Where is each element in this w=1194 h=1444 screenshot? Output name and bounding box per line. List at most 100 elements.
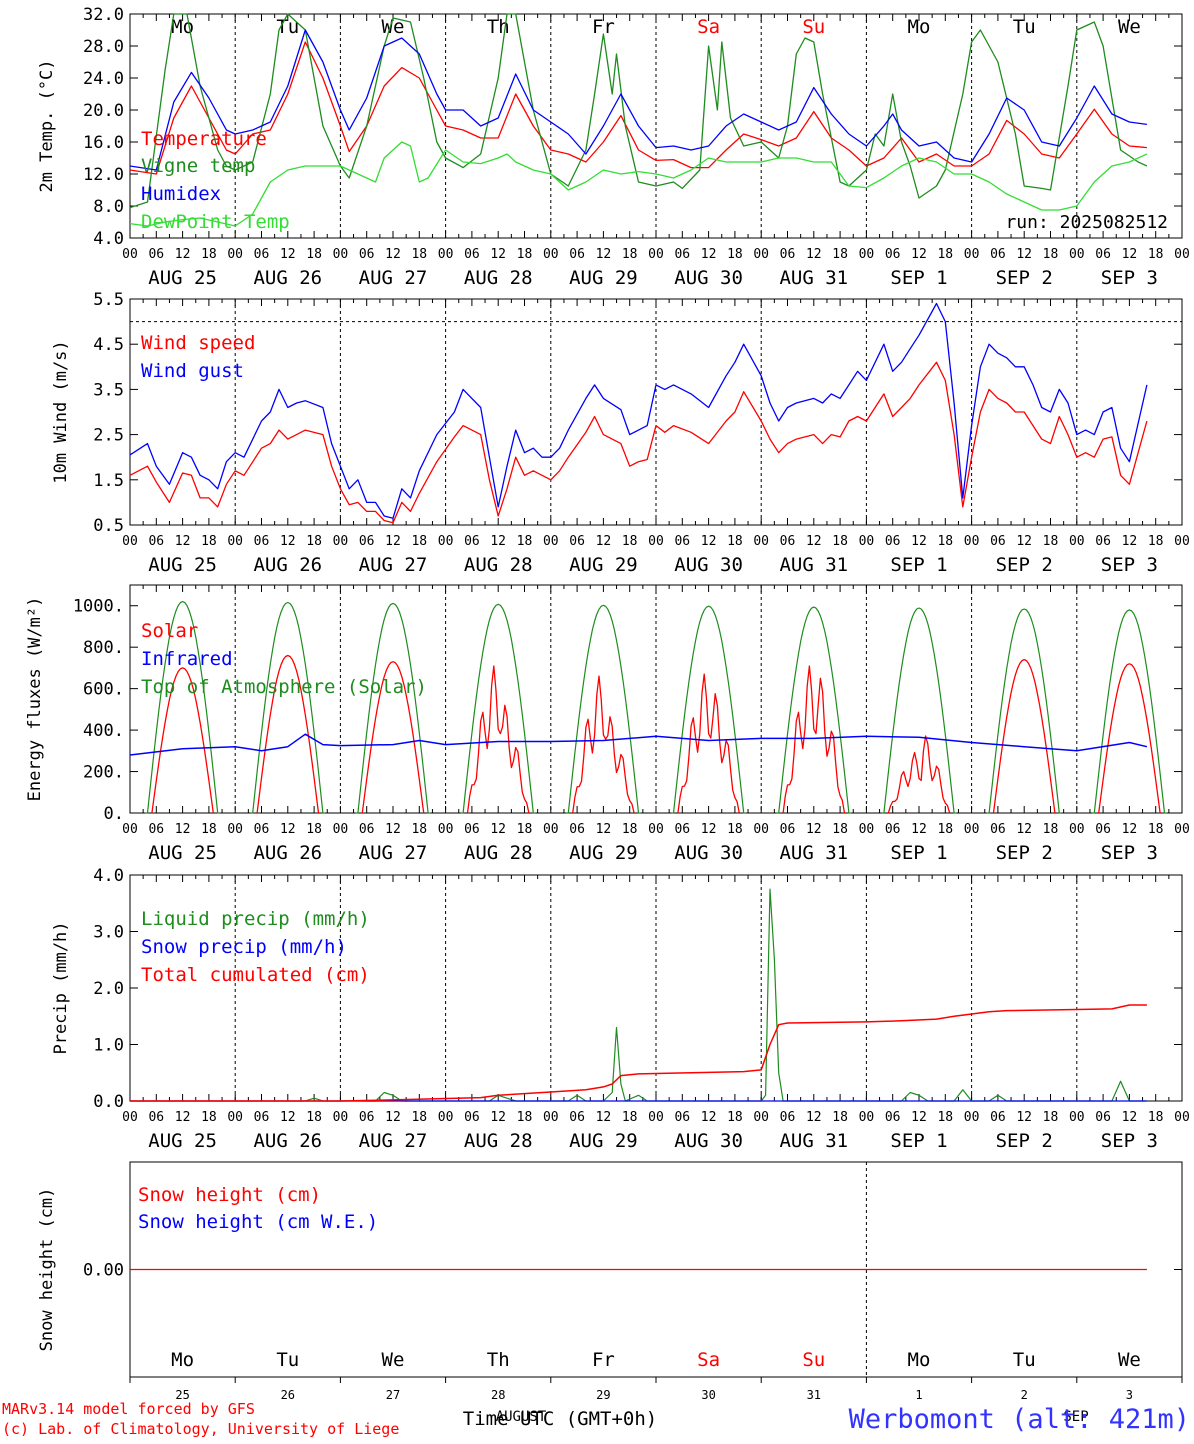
x-tick-label: 00 (333, 247, 349, 262)
x-tick-label: 06 (148, 1110, 164, 1125)
x-tick-label: 00 (543, 247, 559, 262)
x-date-label: AUG 30 (674, 267, 743, 289)
model-credit: MARv3.14 model forced by GFS (2, 1400, 255, 1418)
x-tick-label: 18 (517, 1110, 533, 1125)
x-tick-label: 00 (1069, 534, 1085, 549)
series-line-total-cumulated-cm- (130, 1004, 1147, 1102)
legend-entry: Snow precip (mm/h) (141, 936, 347, 958)
x-tick-label: 06 (464, 247, 480, 262)
x-tick-label: 18 (1148, 1110, 1164, 1125)
x-tick-label: 18 (201, 822, 217, 837)
legend-entry: Total cumulated (cm) (141, 964, 370, 986)
x-tick-label: 00 (333, 534, 349, 549)
x-tick-label: 00 (333, 822, 349, 837)
x-tick-label: 06 (990, 534, 1006, 549)
x-date-label: SEP 1 (890, 267, 947, 289)
x-tick-label: 12 (701, 822, 717, 837)
x-tick-label: 12 (806, 534, 822, 549)
x-tick-label: 00 (438, 534, 454, 549)
x-tick-label: 00 (438, 247, 454, 262)
x-tick-label: 12 (911, 1110, 927, 1125)
x-tick-label: 18 (306, 1110, 322, 1125)
y-tick-label: 600. (83, 680, 124, 700)
x-tick-label: 18 (1043, 534, 1059, 549)
y-tick-label: 4.0 (93, 866, 124, 886)
x-tick-label: 18 (411, 1110, 427, 1125)
x-tick-label: 06 (569, 534, 585, 549)
x-tick-label: 00 (859, 1110, 875, 1125)
x-tick-label: 06 (1095, 1110, 1111, 1125)
x-tick-label: 18 (201, 534, 217, 549)
toa-day-curve (1092, 609, 1167, 814)
x-tick-label: 00 (122, 822, 138, 837)
x-tick-label: 06 (885, 247, 901, 262)
x-tick-label: 06 (254, 534, 270, 549)
solar-day-curve (361, 661, 425, 814)
x-date-label: SEP 1 (890, 842, 947, 864)
y-tick-label: 8.0 (93, 197, 124, 217)
weekday-label: Sa (697, 16, 720, 38)
x-date-label: SEP 3 (1101, 842, 1158, 864)
x-tick-label: 18 (1043, 247, 1059, 262)
x-tick-label: 06 (254, 247, 270, 262)
series-line-wind-gust (129, 302, 1148, 519)
x-date-label: AUG 27 (359, 1130, 428, 1152)
x-tick-label: 06 (780, 822, 796, 837)
x-tick-label: 00 (964, 1110, 980, 1125)
x-date-label: AUG 25 (148, 267, 217, 289)
x-tick-label: 00 (1174, 534, 1190, 549)
toa-day-curve (355, 602, 431, 814)
x-tick-label: 12 (175, 822, 191, 837)
x-tick-label: 18 (937, 247, 953, 262)
legend-entry: DewPoint Temp (141, 211, 290, 233)
x-date-label: SEP 2 (996, 842, 1053, 864)
x-tick-label: 06 (780, 247, 796, 262)
x-date-label: AUG 25 (148, 842, 217, 864)
x-tick-label: 00 (859, 822, 875, 837)
y-tick-label: 1.5 (93, 471, 124, 491)
month-label: AUGUST (496, 1409, 547, 1425)
x-date-label: SEP 2 (996, 554, 1053, 576)
day-number-label: 2 (1021, 1388, 1028, 1402)
y-axis-label: Energy fluxes (W/m²) (25, 597, 45, 802)
x-tick-label: 18 (306, 247, 322, 262)
x-tick-label: 00 (543, 822, 559, 837)
x-tick-label: 12 (596, 822, 612, 837)
lab-credit: (c) Lab. of Climatology, University of L… (2, 1420, 399, 1438)
y-tick-label: 1000. (73, 597, 124, 617)
y-tick-label: 0.0 (93, 1092, 124, 1112)
x-tick-label: 12 (1122, 247, 1138, 262)
x-date-label: SEP 1 (890, 554, 947, 576)
x-tick-label: 00 (964, 822, 980, 837)
series-line-temperature (129, 41, 1147, 175)
y-tick-label: 0. (104, 804, 124, 824)
x-tick-label: 12 (701, 1110, 717, 1125)
x-tick-label: 12 (175, 534, 191, 549)
weekday-label: Mo (171, 1349, 194, 1371)
x-tick-label: 12 (490, 247, 506, 262)
x-tick-label: 00 (964, 534, 980, 549)
x-tick-label: 06 (674, 534, 690, 549)
weekday-label: We (1118, 16, 1141, 38)
x-tick-label: 18 (1148, 822, 1164, 837)
x-tick-label: 18 (517, 534, 533, 549)
x-tick-label: 18 (622, 822, 638, 837)
y-tick-label: 32.0 (83, 5, 124, 25)
x-tick-label: 18 (1043, 1110, 1059, 1125)
y-tick-label: 4.0 (93, 229, 124, 249)
legend-entry: Vigne temp (141, 155, 255, 177)
y-tick-label: 400. (83, 721, 124, 741)
x-date-label: AUG 31 (779, 554, 848, 576)
x-tick-label: 18 (832, 247, 848, 262)
day-number-label: 26 (281, 1388, 295, 1402)
y-tick-label: 0.5 (93, 516, 124, 536)
x-tick-label: 00 (227, 534, 243, 549)
weekday-label: Su (802, 16, 825, 38)
toa-day-curve (250, 601, 326, 814)
x-tick-label: 00 (543, 534, 559, 549)
x-tick-label: 12 (280, 534, 296, 549)
x-date-label: AUG 29 (569, 1130, 638, 1152)
x-tick-label: 06 (359, 1110, 375, 1125)
weekday-label: Sa (697, 1349, 720, 1371)
